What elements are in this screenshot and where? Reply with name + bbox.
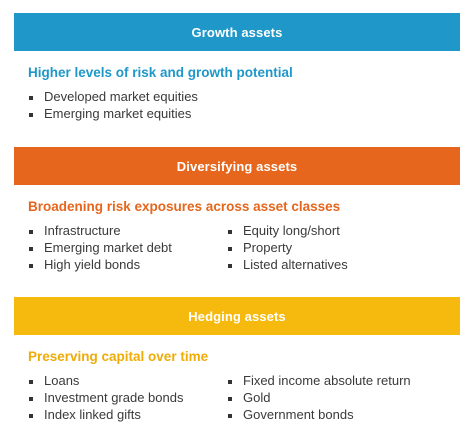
list-item: Infrastructure — [28, 223, 227, 240]
hedging-assets-list-right: Fixed income absolute return Gold Govern… — [227, 373, 447, 423]
list-item: Property — [227, 240, 447, 257]
growth-assets-lists: Developed market equities Emerging marke… — [28, 89, 460, 123]
hedging-assets-section: Hedging assets Preserving capital over t… — [14, 297, 460, 423]
list-item: Listed alternatives — [227, 257, 447, 274]
list-item: Emerging market equities — [28, 106, 227, 123]
list-item: Developed market equities — [28, 89, 227, 106]
growth-assets-list: Developed market equities Emerging marke… — [28, 89, 227, 123]
list-item: Fixed income absolute return — [227, 373, 447, 390]
growth-assets-section: Growth assets Higher levels of risk and … — [14, 13, 460, 123]
list-item: Gold — [227, 390, 447, 407]
diversifying-assets-header: Diversifying assets — [14, 147, 460, 185]
growth-assets-subtitle: Higher levels of risk and growth potenti… — [28, 65, 293, 80]
diversifying-assets-list-left: Infrastructure Emerging market debt High… — [28, 223, 227, 273]
hedging-assets-header: Hedging assets — [14, 297, 460, 335]
growth-assets-header: Growth assets — [14, 13, 460, 51]
hedging-assets-title: Hedging assets — [188, 308, 286, 324]
hedging-assets-list-left: Loans Investment grade bonds Index linke… — [28, 373, 227, 423]
diversifying-assets-subtitle: Broadening risk exposures across asset c… — [28, 199, 341, 214]
diversifying-assets-list-right: Equity long/short Property Listed altern… — [227, 223, 447, 273]
list-item: Loans — [28, 373, 227, 390]
list-item: Index linked gifts — [28, 407, 227, 424]
diversifying-assets-section: Diversifying assets Broadening risk expo… — [14, 147, 460, 273]
list-item: Investment grade bonds — [28, 390, 227, 407]
list-item: Equity long/short — [227, 223, 447, 240]
hedging-assets-subtitle: Preserving capital over time — [28, 349, 209, 364]
diversifying-assets-lists: Infrastructure Emerging market debt High… — [28, 223, 460, 273]
diversifying-assets-title: Diversifying assets — [176, 158, 298, 174]
hedging-assets-lists: Loans Investment grade bonds Index linke… — [28, 373, 460, 423]
list-item: High yield bonds — [28, 257, 227, 274]
growth-assets-title: Growth assets — [191, 24, 283, 40]
list-item: Government bonds — [227, 407, 447, 424]
list-item: Emerging market debt — [28, 240, 227, 257]
